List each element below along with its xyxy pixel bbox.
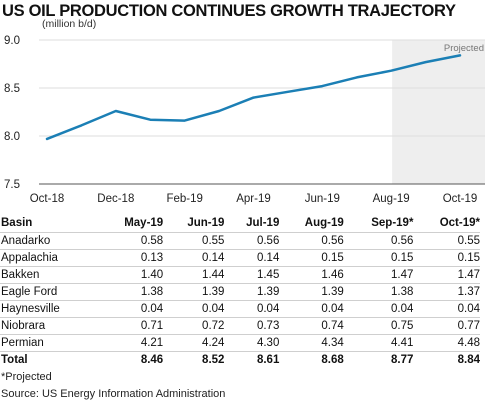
value-cell: 8.84 bbox=[457, 353, 480, 366]
value-cell: 0.71 bbox=[140, 319, 164, 332]
basin-production-table: Basin May-19 Jun-19 Jul-19 Aug-19 Sep-19* Oct-… bbox=[0, 215, 480, 368]
y-axis-unit-label: (million b/d) bbox=[42, 18, 96, 30]
y-tick-label: 8.5 bbox=[4, 83, 20, 95]
value-cell: 8.77 bbox=[391, 353, 414, 366]
value-cell: 0.73 bbox=[256, 319, 280, 332]
value-cell: 0.15 bbox=[321, 251, 344, 264]
table-row: Appalachia 0.13 0.14 0.14 0.15 0.15 0.15 bbox=[0, 249, 480, 266]
value-cell: 1.39 bbox=[256, 285, 280, 298]
value-cell: 1.47 bbox=[457, 268, 480, 281]
value-cell: 1.40 bbox=[140, 268, 164, 281]
value-cell: 8.61 bbox=[256, 353, 280, 366]
basin-name-cell: Total bbox=[1, 353, 28, 366]
column-header-basin: Basin bbox=[1, 217, 33, 230]
value-cell: 0.15 bbox=[457, 251, 480, 264]
basin-name-cell: Haynesville bbox=[1, 302, 60, 315]
total-row: Total 8.46 8.52 8.61 8.68 8.77 8.84 bbox=[0, 351, 480, 368]
production-line-chart: Projected (million b/d) 9.0 8.5 8.0 7.5 Oct-18… bbox=[4, 18, 485, 205]
value-cell: 0.58 bbox=[140, 234, 164, 247]
value-cell: 0.72 bbox=[202, 319, 225, 332]
column-header-month: Sep-19* bbox=[371, 217, 414, 230]
basin-name-cell: Niobrara bbox=[1, 319, 46, 332]
value-cell: 1.38 bbox=[140, 285, 164, 298]
x-tick-label: Apr-19 bbox=[236, 193, 271, 205]
footnote: *Projected bbox=[1, 371, 52, 383]
value-cell: 0.13 bbox=[140, 251, 164, 264]
y-tick-label: 8.0 bbox=[4, 131, 20, 143]
y-tick-label: 7.5 bbox=[4, 179, 20, 191]
basin-name-cell: Bakken bbox=[1, 268, 40, 281]
x-tick-label: Aug-19 bbox=[373, 193, 410, 205]
value-cell: 0.15 bbox=[391, 251, 414, 264]
basin-name-cell: Anadarko bbox=[1, 234, 51, 247]
value-cell: 4.48 bbox=[457, 336, 480, 349]
value-cell: 1.38 bbox=[391, 285, 414, 298]
value-cell: 8.46 bbox=[140, 353, 164, 366]
value-cell: 0.55 bbox=[202, 234, 225, 247]
table-row: Niobrara 0.71 0.72 0.73 0.74 0.75 0.77 bbox=[0, 317, 480, 334]
x-tick-label: Jun-19 bbox=[305, 193, 340, 205]
x-tick-label: Dec-18 bbox=[97, 193, 134, 205]
value-cell: 0.04 bbox=[391, 302, 414, 315]
value-cell: 1.45 bbox=[256, 268, 280, 281]
value-cell: 4.41 bbox=[391, 336, 414, 349]
y-tick-label: 9.0 bbox=[4, 35, 20, 47]
value-cell: 1.44 bbox=[202, 268, 225, 281]
x-tick-label: Feb-19 bbox=[166, 193, 202, 205]
value-cell: 1.46 bbox=[321, 268, 344, 281]
column-header-month: Jun-19 bbox=[187, 217, 225, 230]
value-cell: 0.04 bbox=[321, 302, 344, 315]
table-row: Eagle Ford 1.38 1.39 1.39 1.39 1.38 1.37 bbox=[0, 283, 480, 300]
table-header-row: Basin May-19 Jun-19 Jul-19 Aug-19 Sep-19* Oct-… bbox=[0, 215, 480, 232]
table-row: Haynesville 0.04 0.04 0.04 0.04 0.04 0.04 bbox=[0, 300, 480, 317]
column-header-month: Oct-19* bbox=[439, 217, 480, 230]
projected-region bbox=[392, 40, 485, 184]
value-cell: 4.30 bbox=[256, 336, 280, 349]
table-row: Bakken 1.40 1.44 1.45 1.46 1.47 1.47 bbox=[0, 266, 480, 283]
source-note: Source: US Energy Information Administra… bbox=[1, 388, 226, 400]
value-cell: 4.34 bbox=[321, 336, 344, 349]
value-cell: 8.68 bbox=[321, 353, 344, 366]
value-cell: 0.04 bbox=[202, 302, 225, 315]
projected-label: Projected bbox=[444, 43, 484, 54]
value-cell: 0.75 bbox=[391, 319, 414, 332]
value-cell: 0.55 bbox=[457, 234, 480, 247]
basin-name-cell: Appalachia bbox=[1, 251, 58, 264]
value-cell: 4.21 bbox=[140, 336, 164, 349]
value-cell: 0.04 bbox=[140, 302, 164, 315]
value-cell: 0.56 bbox=[256, 234, 280, 247]
basin-name-cell: Permian bbox=[1, 336, 44, 349]
value-cell: 0.77 bbox=[457, 319, 480, 332]
value-cell: 0.74 bbox=[321, 319, 344, 332]
column-header-month: Aug-19 bbox=[304, 217, 344, 230]
value-cell: 4.24 bbox=[202, 336, 225, 349]
value-cell: 1.39 bbox=[202, 285, 225, 298]
basin-name-cell: Eagle Ford bbox=[1, 285, 58, 298]
column-header-month: May-19 bbox=[124, 217, 164, 230]
x-tick-label: Oct-19 bbox=[443, 193, 478, 205]
value-cell: 0.14 bbox=[202, 251, 225, 264]
value-cell: 0.04 bbox=[256, 302, 280, 315]
value-cell: 0.14 bbox=[256, 251, 280, 264]
table-row: Permian 4.21 4.24 4.30 4.34 4.41 4.48 bbox=[0, 334, 480, 351]
value-cell: 8.52 bbox=[202, 353, 225, 366]
x-tick-label: Oct-18 bbox=[30, 193, 65, 205]
column-header-month: Jul-19 bbox=[246, 217, 280, 230]
value-cell: 0.56 bbox=[321, 234, 344, 247]
value-cell: 1.37 bbox=[457, 285, 480, 298]
value-cell: 1.39 bbox=[321, 285, 344, 298]
chart-title: US OIL PRODUCTION CONTINUES GROWTH TRAJE… bbox=[2, 2, 456, 20]
value-cell: 0.56 bbox=[391, 234, 414, 247]
value-cell: 0.04 bbox=[457, 302, 480, 315]
table-row: Anadarko 0.58 0.55 0.56 0.56 0.56 0.55 bbox=[0, 232, 480, 249]
value-cell: 1.47 bbox=[391, 268, 414, 281]
